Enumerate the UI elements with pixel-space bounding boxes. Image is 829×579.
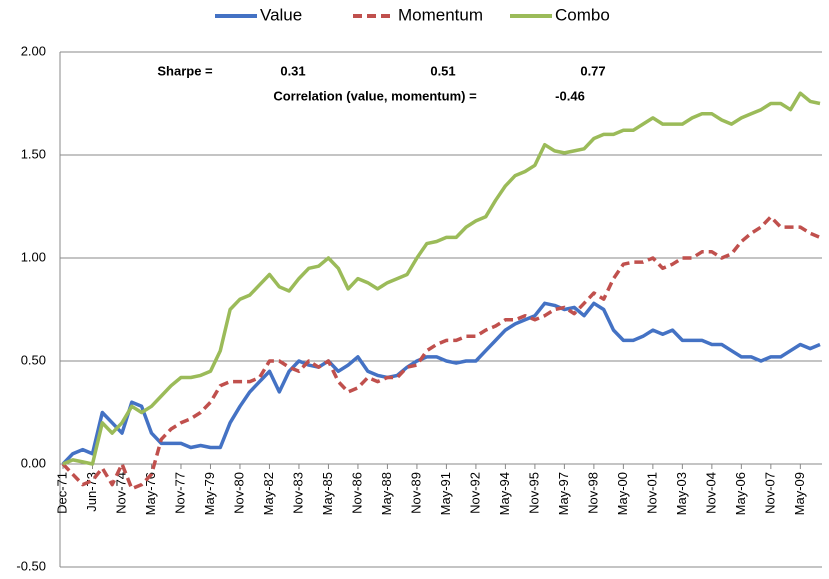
x-tick-label: May-97 bbox=[556, 472, 571, 515]
x-tick-label: Nov-01 bbox=[644, 472, 659, 514]
annotation: 0.51 bbox=[430, 63, 455, 78]
x-tick-label: May-94 bbox=[497, 472, 512, 515]
series-line bbox=[61, 215, 821, 491]
x-tick-label: May-09 bbox=[792, 472, 807, 515]
x-tick-label: Dec-71 bbox=[54, 472, 69, 514]
x-tick-label: Nov-80 bbox=[231, 472, 246, 514]
x-tick-label: May-76 bbox=[143, 472, 158, 515]
x-tick-label: May-00 bbox=[615, 472, 630, 515]
y-tick-label: 2.00 bbox=[21, 43, 46, 58]
annotation: 0.77 bbox=[580, 63, 605, 78]
x-tick-label: May-85 bbox=[320, 472, 335, 515]
x-tick-label: Nov-95 bbox=[526, 472, 541, 514]
legend-label: Momentum bbox=[398, 5, 483, 24]
x-tick-label: May-91 bbox=[438, 472, 453, 515]
x-tick-label: Nov-98 bbox=[585, 472, 600, 514]
x-tick-label: May-03 bbox=[674, 472, 689, 515]
x-tick-label: May-82 bbox=[261, 472, 276, 515]
annotation: Correlation (value, momentum) = bbox=[273, 88, 477, 103]
x-tick-label: Nov-07 bbox=[762, 472, 777, 514]
annotation: -0.46 bbox=[555, 88, 585, 103]
legend-label: Combo bbox=[555, 5, 610, 24]
series-line bbox=[62, 91, 821, 466]
y-tick-label: 1.50 bbox=[21, 146, 46, 161]
series-line bbox=[61, 301, 821, 466]
y-tick-label: 0.00 bbox=[21, 455, 46, 470]
x-tick-label: Nov-74 bbox=[113, 472, 128, 514]
x-tick-label: May-88 bbox=[379, 472, 394, 515]
x-tick-label: Nov-77 bbox=[172, 472, 187, 514]
annotation: Sharpe = bbox=[157, 63, 213, 78]
x-tick-label: Nov-89 bbox=[408, 472, 423, 514]
y-tick-label: 0.50 bbox=[21, 352, 46, 367]
y-tick-label: -0.50 bbox=[16, 558, 46, 573]
x-tick-label: Nov-92 bbox=[467, 472, 482, 514]
legend-label: Value bbox=[260, 5, 302, 24]
y-tick-label: 1.00 bbox=[21, 249, 46, 264]
annotation: 0.31 bbox=[280, 63, 305, 78]
x-tick-label: May-79 bbox=[202, 472, 217, 515]
x-tick-label: May-06 bbox=[733, 472, 748, 515]
x-tick-label: Nov-04 bbox=[703, 472, 718, 514]
x-tick-label: Nov-86 bbox=[349, 472, 364, 514]
x-tick-label: Nov-83 bbox=[290, 472, 305, 514]
